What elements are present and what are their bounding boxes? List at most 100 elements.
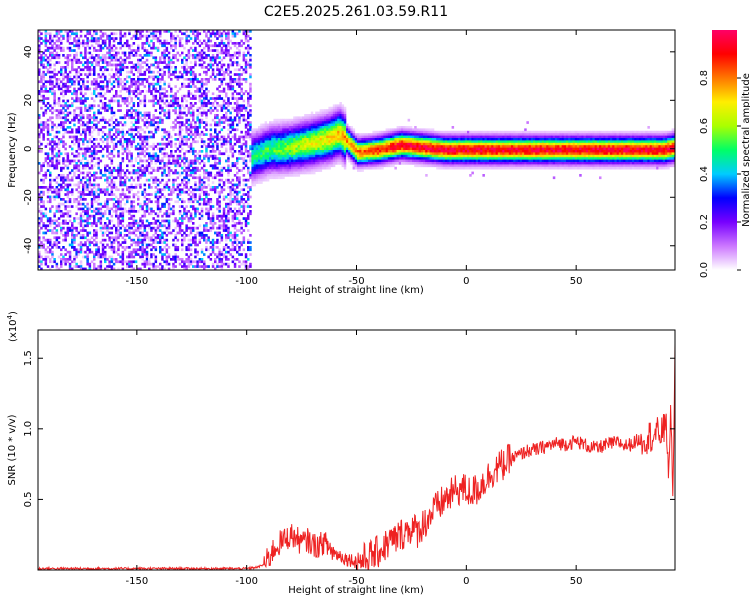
- spectrogram-cell: [42, 205, 45, 208]
- spectrogram-cell: [55, 166, 59, 170]
- spectrogram-cell: [128, 186, 131, 189]
- spectrogram-cell: [110, 267, 114, 270]
- spectrogram-cell: [240, 231, 243, 235]
- spectrogram-cell: [106, 234, 109, 237]
- spectrogram-cell: [174, 42, 177, 45]
- spectrogram-cell: [132, 63, 136, 67]
- spectrogram-cell: [249, 66, 252, 69]
- spectrogram-cell: [42, 126, 45, 129]
- spectrogram-cell: [214, 190, 217, 194]
- spectrogram-cell: [130, 90, 133, 93]
- spectrogram-cell: [115, 130, 118, 134]
- spectrogram-cell: [77, 207, 81, 211]
- spectrogram-cell: [165, 181, 169, 184]
- spectrogram-cell: [247, 205, 250, 208]
- spectrogram-cell: [55, 152, 59, 156]
- spectrogram-cell: [253, 150, 257, 153]
- spectrogram-cell: [183, 82, 186, 86]
- spectrogram-cell: [244, 164, 248, 168]
- spectrogram-cell: [143, 135, 147, 139]
- spectrogram-cell: [222, 49, 226, 52]
- spectrogram-cell: [220, 267, 224, 270]
- spectrogram-cell: [203, 46, 206, 50]
- spectrogram-cell: [154, 200, 158, 204]
- spectrogram-cell: [88, 178, 92, 182]
- spectrogram-cell: [62, 258, 65, 261]
- spectrogram-cell: [44, 212, 48, 216]
- spectrogram-cell: [218, 42, 221, 45]
- spectrogram-cell: [196, 80, 199, 84]
- spectrogram-cell: [154, 231, 158, 235]
- spectrogram-cell: [57, 207, 61, 211]
- spectrogram-cell: [145, 260, 149, 264]
- spectrogram-cell: [141, 128, 144, 132]
- spectrogram-cell: [203, 162, 206, 165]
- spectrogram-cell: [216, 166, 219, 170]
- spectrogram-cell: [181, 200, 184, 204]
- spectrogram-cell: [82, 171, 85, 175]
- spectrogram-cell: [119, 46, 122, 50]
- spectrogram-cell: [64, 262, 67, 266]
- spectrogram-cell: [90, 56, 94, 60]
- spectrogram-cell: [53, 46, 56, 50]
- spectrogram-cell: [117, 164, 120, 168]
- spectrogram-cell: [117, 205, 120, 208]
- spectrogram-cell: [152, 87, 155, 91]
- spectrogram-cell: [189, 258, 193, 261]
- spectrogram-cell: [112, 250, 116, 254]
- spectrogram-cell: [167, 56, 171, 60]
- spectrogram-cell: [57, 224, 61, 228]
- spectrogram-cell: [42, 102, 45, 105]
- spectrogram-cell: [121, 135, 125, 139]
- spectrogram-cell: [178, 198, 182, 201]
- spectrogram-cell: [269, 169, 272, 172]
- spectrogram-cell: [229, 70, 232, 74]
- spectrogram-cell: [121, 267, 125, 270]
- spectrogram-cell: [75, 94, 78, 98]
- spectrogram-cell: [240, 188, 243, 192]
- spectrogram-cell: [99, 145, 103, 148]
- spectrogram-cell: [174, 97, 177, 100]
- spectrogram-cell: [88, 238, 92, 242]
- spectrogram-cell: [121, 159, 125, 163]
- spectrogram-cell: [108, 246, 111, 249]
- spectrogram-cell: [86, 75, 89, 79]
- spectrogram-cell: [88, 66, 92, 69]
- spectrogram-cell: [156, 241, 160, 244]
- spectrogram-cell: [205, 195, 208, 199]
- spectrogram-cell: [233, 246, 237, 249]
- spectrogram-cell: [203, 234, 206, 237]
- spectrogram-cell: [66, 152, 70, 156]
- spectrogram-cell: [163, 154, 166, 158]
- spectrogram-cell: [192, 193, 195, 196]
- spectrogram-cell: [220, 138, 224, 141]
- spectrogram-cell: [207, 210, 210, 213]
- spectrogram-cell: [134, 169, 138, 172]
- spectrogram-cell: [156, 39, 160, 43]
- spectrogram-cell: [143, 130, 147, 134]
- spectrogram-cell: [240, 104, 243, 108]
- spectrogram-cell: [159, 87, 162, 91]
- spectrogram-cell: [88, 51, 92, 55]
- spectrogram-cell: [150, 236, 153, 240]
- spectrogram-cell: [42, 174, 45, 177]
- spectrogram-cell: [187, 85, 191, 88]
- spectrogram-cell: [66, 212, 70, 216]
- spectrogram-cell: [44, 255, 48, 259]
- spectrogram-cell: [40, 241, 43, 244]
- spectrogram-cell: [71, 152, 74, 156]
- spectrogram-cell: [163, 42, 166, 45]
- spectrogram-cell: [216, 97, 219, 100]
- spectrogram-cell: [110, 226, 114, 230]
- spectrogram-cell: [220, 78, 224, 81]
- spectrogram-cell: [38, 190, 41, 194]
- spectrogram-cell: [156, 159, 160, 163]
- spectrogram-cell: [49, 222, 52, 225]
- spectrogram-cell: [40, 75, 43, 79]
- spectrogram-cell: [167, 253, 171, 256]
- spectrogram-cell: [49, 39, 52, 43]
- spectrogram-cell: [66, 190, 70, 194]
- spectrogram-cell: [104, 169, 107, 172]
- spectrogram-cell: [130, 260, 133, 264]
- spectrogram-cell: [86, 116, 89, 120]
